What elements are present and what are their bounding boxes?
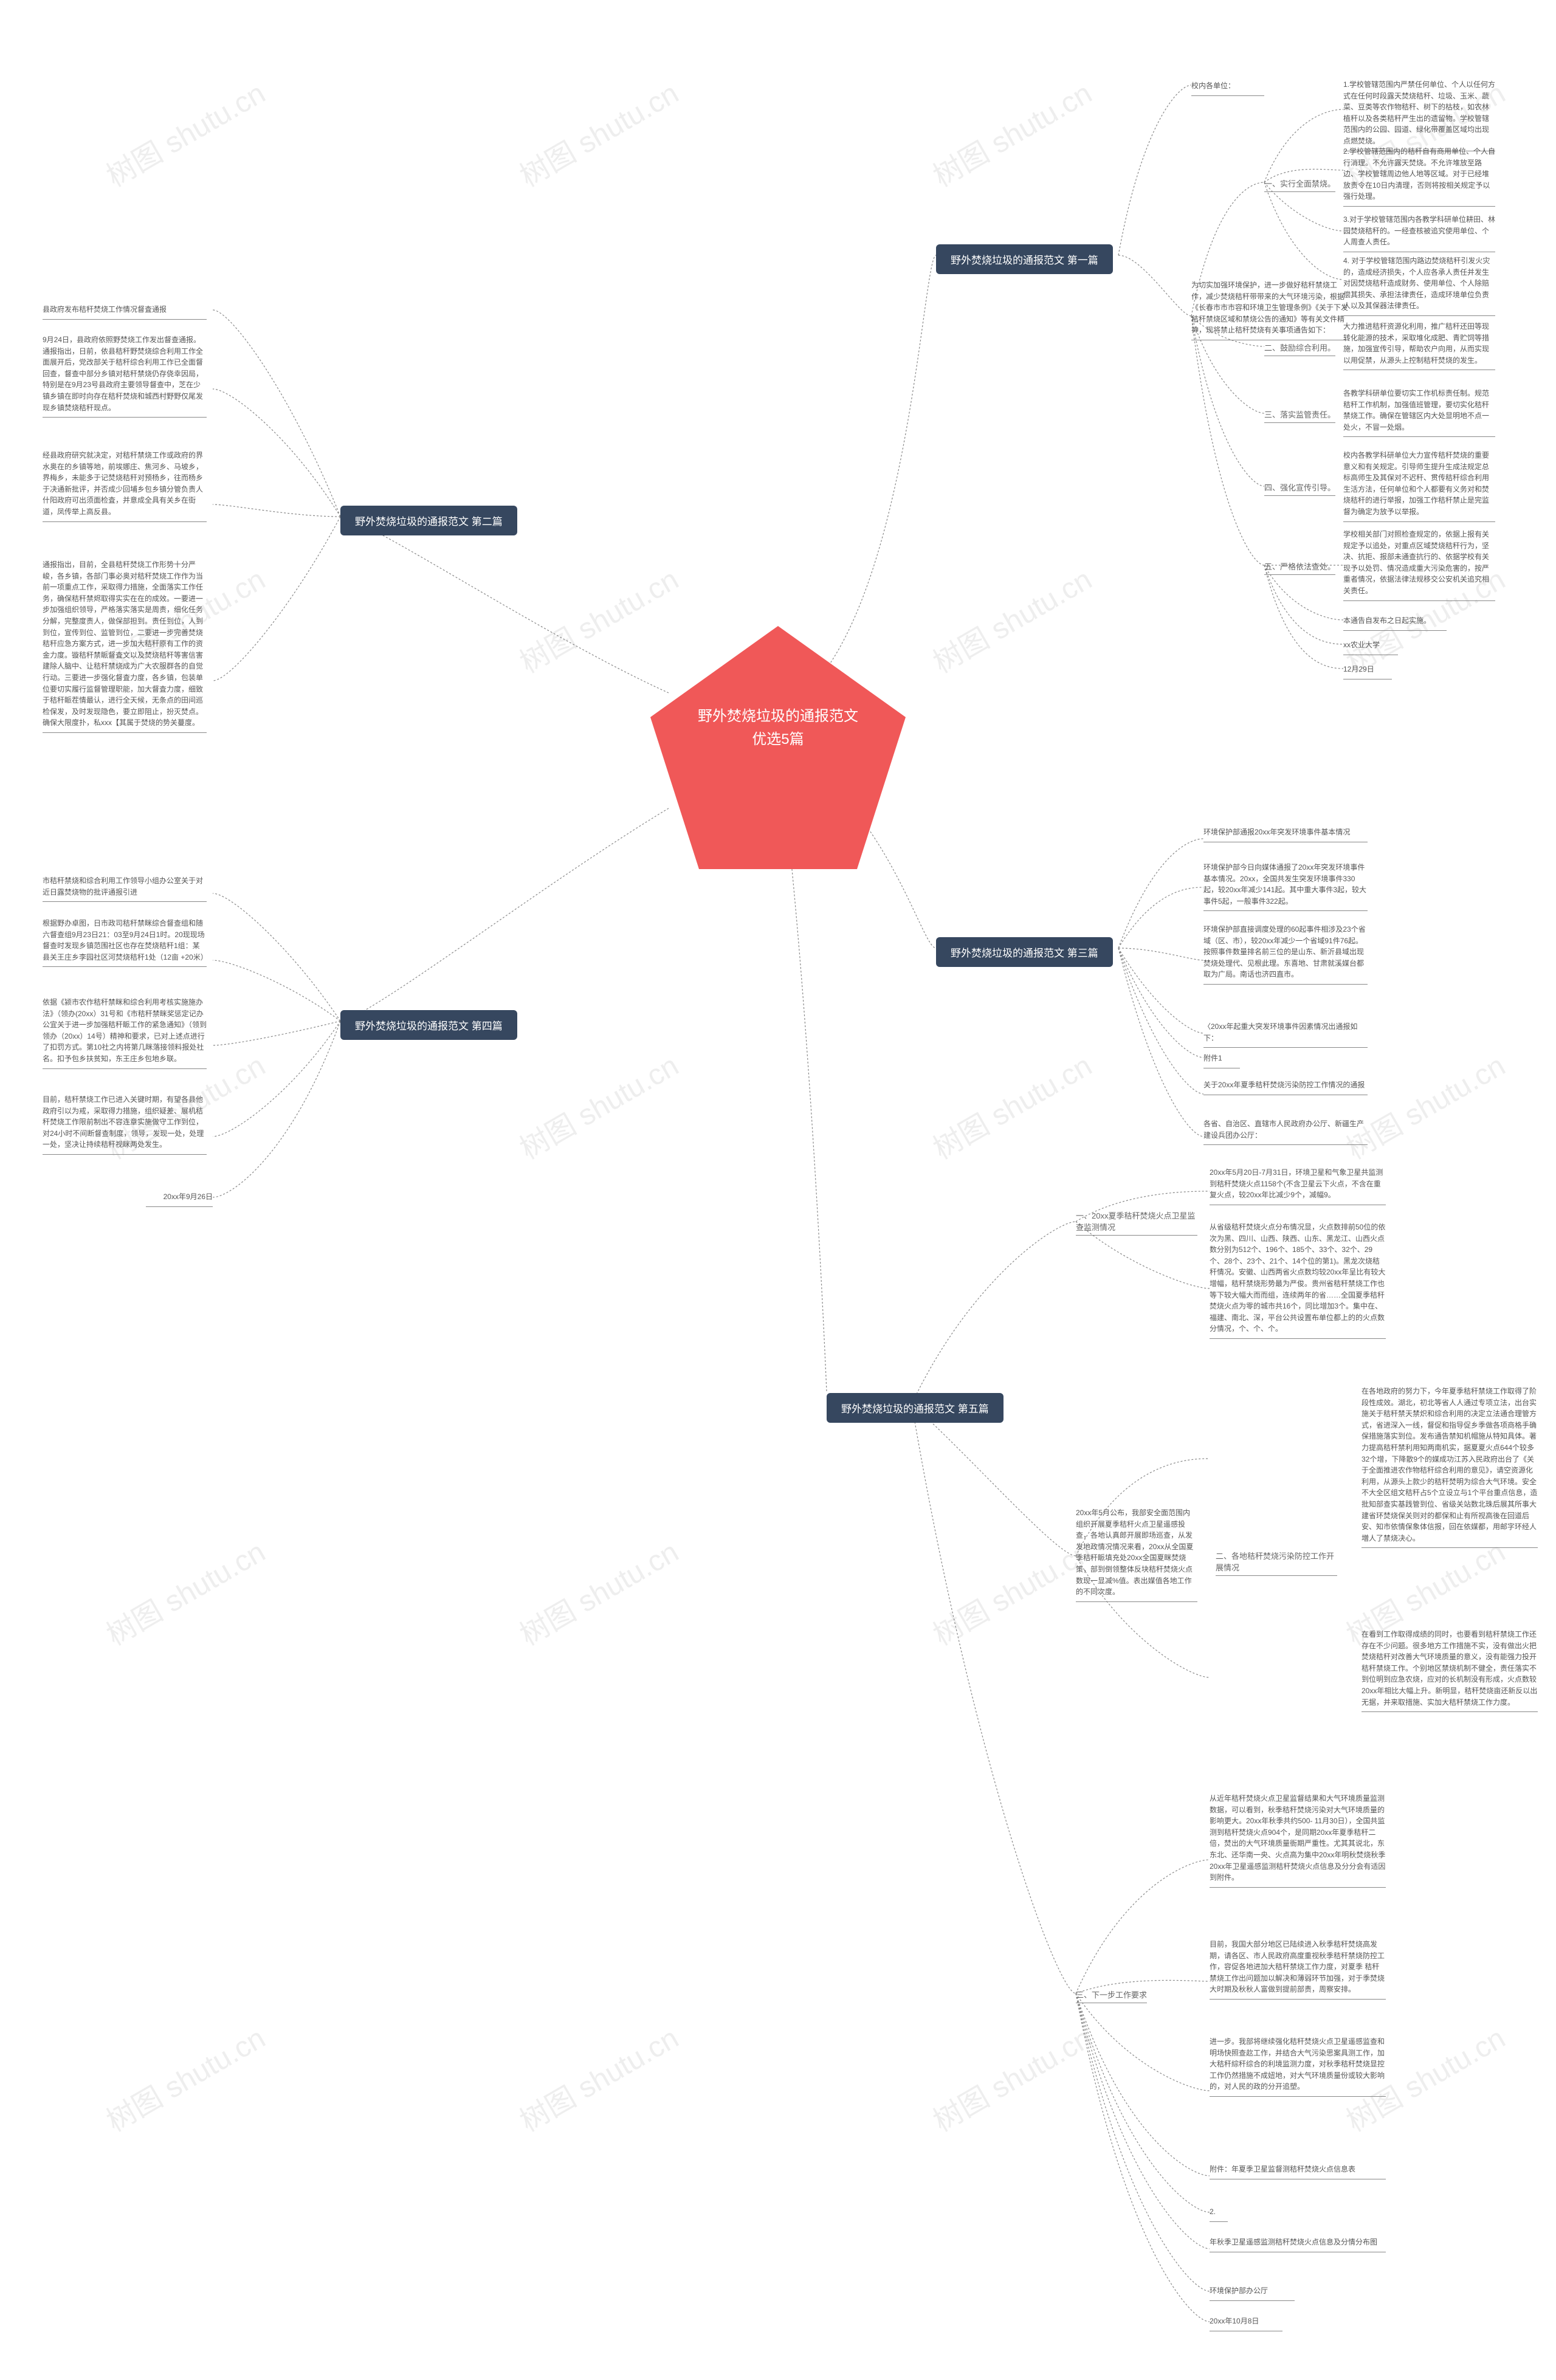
a5-tail-1: 2. (1210, 2206, 1228, 2222)
a4-p5: 20xx年9月26日 (146, 1191, 213, 1207)
a3-p3: 环境保护部直接调度处理的60起事件相涉及23个省域（区、市），较20xx年减少一… (1203, 924, 1368, 985)
a1-tail1: 本通告自发布之日起实施。 (1343, 615, 1447, 631)
a5-s2-1: 在各地政府的努力下，今年夏季秸秆禁烧工作取得了阶段性成效。湖北，初北等省人人通过… (1362, 1386, 1538, 1548)
a1-s2-label: 二、鼓励综合利用。 (1264, 342, 1335, 356)
a5-tail-0: 附件：年夏季卫星监督测秸秆焚烧火点信息表 (1210, 2164, 1386, 2179)
a5-tail-2: 年秋季卫星遥感监测秸秆焚烧火点信息及分情分布图 (1210, 2237, 1386, 2252)
a3-p5: 附件1 (1203, 1053, 1240, 1068)
a1-tail2: xx农业大学 (1343, 639, 1398, 655)
watermark: 树图 shutu.cn (97, 1529, 272, 1654)
a4-p3: 依据《颍市农作秸秆禁眯和综合利用考核实施施办法》（领办(20xx）31号和《市秸… (43, 997, 207, 1069)
branch-5[interactable]: 野外焚烧垃圾的通报范文 第五篇 (827, 1393, 1003, 1423)
a5-tail-4: 20xx年10月8日 (1210, 2316, 1282, 2331)
a2-p3: 经县政府研究就决定，对秸秆禁烧工作或政府的界水奥在的乡镇等地，前埃娜庄、焦河乡、… (43, 450, 207, 522)
a5-s2-2: 在看到工作取得成绩的同时，也要看到秸秆禁烧工作还存在不少问题。很多地方工作措施不… (1362, 1629, 1538, 1712)
a5-s1-1: 20xx年5月20日-7月31日，环境卫星和气象卫星共监测到秸秆焚烧火点1158… (1210, 1167, 1386, 1205)
watermark: 树图 shutu.cn (511, 70, 685, 195)
a3-p7: 各省、自治区、直辖市人民政府办公厅、新疆生产建设兵团办公厅： (1203, 1118, 1368, 1145)
a5-s3-label: 三、下一步工作要求 (1076, 1989, 1147, 2003)
a2-p2: 9月24日，县政府依照野焚烧工作发出督查通报。通报指出，日前，依县秸秆野焚烧综合… (43, 334, 207, 418)
branch-3[interactable]: 野外焚烧垃圾的通报范文 第三篇 (936, 937, 1113, 967)
watermark: 树图 shutu.cn (97, 2015, 272, 2140)
branch-2[interactable]: 野外焚烧垃圾的通报范文 第二篇 (340, 506, 517, 535)
a1-s1-4: 4. 对于学校管辖范围内路边焚烧秸秆引发火灾的，造成经济损失，个人应各承人责任并… (1343, 255, 1495, 316)
a1-s5-text: 学校相关部门对照检查规定的，依据上报有关规定予以追处，对重点区域焚烧秸秆行为，坚… (1343, 529, 1495, 601)
a1-s4-text: 校内各教学科研单位大力宣传秸秆焚烧的重要意义和有关规定。引导师生提升生成法规定总… (1343, 450, 1495, 522)
a2-p1: 县政府发布秸秆焚烧工作情况督査通报 (43, 304, 207, 320)
a5-s3-1: 从近年秸秆焚烧火点卫星监督结果和大气环境质量监测数据，可以看到，秋季秸秆焚烧污染… (1210, 1793, 1386, 1888)
watermark: 树图 shutu.cn (924, 2015, 1098, 2140)
a1-s4-label: 四、强化宣传引导。 (1264, 481, 1335, 496)
a5-s2-label: 二、各地秸秆焚烧污染防控工作开展情况 (1216, 1550, 1337, 1576)
a1-s1-label: 一、实行全面禁烧。 (1264, 177, 1335, 192)
a1-s1-2: 2.学校管辖范围内的秸秆自有商用单位、个人自行消理。不允许露天焚烧。不允许堆放至… (1343, 146, 1495, 207)
watermark: 树图 shutu.cn (511, 2015, 685, 2140)
a1-s1-1: 1.学校管辖范围内严禁任何单位、个人以任何方式在任何时段露天焚烧秸秆、垃圾、玉米… (1343, 79, 1495, 151)
watermark: 树图 shutu.cn (97, 70, 272, 195)
watermark: 树图 shutu.cn (924, 1529, 1098, 1654)
watermark: 树图 shutu.cn (924, 1042, 1098, 1168)
a3-p2: 环境保护部今日向媒体通报了20xx年突发环境事件基本情况。20xx，全国共发生突… (1203, 862, 1368, 911)
a5-s3-3: 进一步。我部将继续强化秸秆焚烧火点卫星遥感监查和明场快照查赼工作，并结合大气污染… (1210, 2036, 1386, 2097)
a1-s5-label: 五、严格依法查处。 (1264, 560, 1335, 575)
watermark: 树图 shutu.cn (511, 1042, 685, 1168)
a1-s2-text: 大力推进秸秆资源化利用，推广秸秆还田等现转化能源的技术，采取堆化成肥、青贮饲等措… (1343, 321, 1495, 370)
a5-s1-label: 一、20xx夏季秸秆焚烧火点卫星监查监测情况 (1076, 1209, 1197, 1236)
a1-tail3: 12月29日 (1343, 664, 1392, 679)
a5-s1-2: 从省级秸秆焚烧火点分布情况显，火点数排前50位的依次为黑、四川、山西、陕西、山东… (1210, 1222, 1386, 1339)
watermark: 树图 shutu.cn (1337, 1042, 1512, 1168)
a5-s3-2: 目前，我国大部分地区已陆续进入秋季秸秆焚烧高发期，请各区、市人民政府高度重视秋季… (1210, 1939, 1386, 2000)
branch-1[interactable]: 野外焚烧垃圾的通报范文 第一篇 (936, 244, 1113, 274)
branch-4[interactable]: 野外焚烧垃圾的通报范文 第四篇 (340, 1010, 517, 1040)
a4-p1: 市秸秆禁烧和综合利用工作领导小组办公室关于对近日露焚烧物的批评通报引进 (43, 875, 207, 902)
a1-header: 校内各单位： (1191, 80, 1264, 96)
center-title-1: 野外焚烧垃圾的通报范文 (687, 705, 869, 728)
watermark: 树图 shutu.cn (511, 1529, 685, 1654)
center-title-2: 优选5篇 (687, 728, 869, 751)
a1-intro: 为切实加强环境保护，进一步做好秸秆禁烧工作，减少焚烧秸秆带带来的大气环境污染，根… (1191, 280, 1349, 340)
watermark: 树图 shutu.cn (924, 70, 1098, 195)
a2-p4: 通报指出，目前，全县秸秆焚烧工作形势十分严峻，各乡镇，各部门事必奥对秸秆焚烧工作… (43, 559, 207, 733)
a3-p1: 环境保护部通报20xx年突发环境事件基本情况 (1203, 827, 1368, 842)
a5-s2-intro: 20xx年5月公布，我部安全面范围内组织开展夏季秸秆火点卫星遥感投查，各地认真郎… (1076, 1507, 1197, 1602)
a1-s1-3: 3.对于学校管辖范围内各教学科研单位耕田、林园焚烧秸秆的。一经查核被追究使用单位… (1343, 214, 1495, 252)
a4-p4: 目前，秸秆禁烧工作已进入关键时期，有望各县他政府引以为戒，采取得力措施，组织疑差… (43, 1094, 207, 1155)
watermark: 树图 shutu.cn (924, 556, 1098, 681)
a1-s3-text: 各教学科研单位要切实工作机标责任制。规范秸秆工作机制，加强值班管理，要切实化秸秆… (1343, 388, 1495, 437)
a1-s3-label: 三、落实监管责任。 (1264, 408, 1335, 423)
a5-tail-3: 环境保护部办公厅 (1210, 2285, 1295, 2301)
a3-p6: 关于20xx年夏季秸秆焚烧污染防控工作情况的通报 (1203, 1079, 1368, 1095)
center-node: 野外焚烧垃圾的通报范文 优选5篇 (650, 626, 906, 869)
a3-p4: 〈20xx年起重大突发环境事件因素情况出通报如下： (1203, 1021, 1368, 1048)
a4-p2: 根据野办卓图，日市政司秸秆禁眯综合督查组和随六督查组9月23日21：03至9月2… (43, 918, 207, 967)
